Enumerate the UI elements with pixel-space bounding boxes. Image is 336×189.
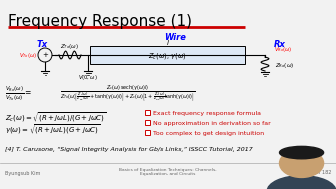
Text: $V(0,\omega)$: $V(0,\omega)$ xyxy=(78,73,98,82)
FancyBboxPatch shape xyxy=(90,46,245,64)
Text: $l$: $l$ xyxy=(166,38,170,47)
Ellipse shape xyxy=(267,176,336,189)
Text: Tx: Tx xyxy=(36,40,48,49)
Text: Wire: Wire xyxy=(164,33,186,42)
FancyBboxPatch shape xyxy=(145,109,150,115)
FancyBboxPatch shape xyxy=(145,129,150,135)
Text: Too complex to get design intuition: Too complex to get design intuition xyxy=(153,131,264,136)
FancyBboxPatch shape xyxy=(145,119,150,125)
Text: $Z_{Rx}(\omega)$: $Z_{Rx}(\omega)$ xyxy=(275,60,294,70)
Text: $Z_c(\omega)=\sqrt{(R+j\omega L)/(G+j\omega C)}$: $Z_c(\omega)=\sqrt{(R+j\omega L)/(G+j\om… xyxy=(5,110,107,124)
Text: 15 of 182: 15 of 182 xyxy=(308,170,331,176)
Text: $Z_{Tx}(\omega)$: $Z_{Tx}(\omega)$ xyxy=(60,42,80,51)
Text: Byungsub Kim: Byungsub Kim xyxy=(5,170,40,176)
Text: Frequency Response (1): Frequency Response (1) xyxy=(8,14,192,29)
Text: $\gamma(\omega)=\sqrt{(R+j\omega L)(G+j\omega C)}$: $\gamma(\omega)=\sqrt{(R+j\omega L)(G+j\… xyxy=(5,122,100,136)
Text: No approximation in derivation so far: No approximation in derivation so far xyxy=(153,121,271,126)
Text: $\frac{V_{Rx}(\omega)}{V_{Tx}(\omega)}=$: $\frac{V_{Rx}(\omega)}{V_{Tx}(\omega)}=$ xyxy=(5,85,32,103)
Text: +: + xyxy=(42,52,48,58)
Text: Exact frequency response formula: Exact frequency response formula xyxy=(153,111,261,116)
Ellipse shape xyxy=(280,146,324,159)
Text: $Z_c(\omega),\,\gamma(\omega)$: $Z_c(\omega),\,\gamma(\omega)$ xyxy=(148,51,186,61)
Text: $\frac{Z_c(\omega)\,\mathrm{sech}(\gamma(\omega)l)}{Z_{Tx}(\omega)\!\left[\frac{: $\frac{Z_c(\omega)\,\mathrm{sech}(\gamma… xyxy=(60,84,196,104)
Text: Rx: Rx xyxy=(274,40,286,49)
Text: $V_{Tx}(\omega)$: $V_{Tx}(\omega)$ xyxy=(19,51,37,60)
Text: Basics of Equalization Techniques: Channels,
Equalization, and Circuits: Basics of Equalization Techniques: Chann… xyxy=(119,168,217,176)
Text: $V_{Rx}(\omega)$: $V_{Rx}(\omega)$ xyxy=(274,45,293,54)
Text: [4] T. Carusone, “Signal Integrity Analysis for Gb/s Links,” ISSCC Tutorial, 201: [4] T. Carusone, “Signal Integrity Analy… xyxy=(5,146,253,152)
Circle shape xyxy=(280,149,324,177)
